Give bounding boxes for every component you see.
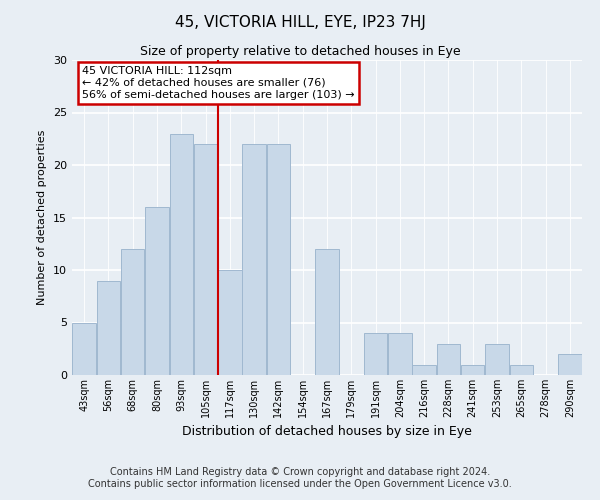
- Text: 45 VICTORIA HILL: 112sqm
← 42% of detached houses are smaller (76)
56% of semi-d: 45 VICTORIA HILL: 112sqm ← 42% of detach…: [82, 66, 355, 100]
- Bar: [145, 207, 169, 375]
- Bar: [121, 249, 145, 375]
- Bar: [218, 270, 242, 375]
- Bar: [485, 344, 509, 375]
- Bar: [73, 322, 96, 375]
- Bar: [509, 364, 533, 375]
- Y-axis label: Number of detached properties: Number of detached properties: [37, 130, 47, 305]
- Bar: [437, 344, 460, 375]
- Text: Contains HM Land Registry data © Crown copyright and database right 2024.
Contai: Contains HM Land Registry data © Crown c…: [88, 468, 512, 489]
- Bar: [97, 280, 120, 375]
- Bar: [388, 333, 412, 375]
- Bar: [315, 249, 339, 375]
- Bar: [266, 144, 290, 375]
- X-axis label: Distribution of detached houses by size in Eye: Distribution of detached houses by size …: [182, 426, 472, 438]
- Bar: [558, 354, 581, 375]
- Bar: [461, 364, 484, 375]
- Text: Size of property relative to detached houses in Eye: Size of property relative to detached ho…: [140, 45, 460, 58]
- Bar: [194, 144, 217, 375]
- Bar: [412, 364, 436, 375]
- Bar: [242, 144, 266, 375]
- Text: 45, VICTORIA HILL, EYE, IP23 7HJ: 45, VICTORIA HILL, EYE, IP23 7HJ: [175, 15, 425, 30]
- Bar: [170, 134, 193, 375]
- Bar: [364, 333, 388, 375]
